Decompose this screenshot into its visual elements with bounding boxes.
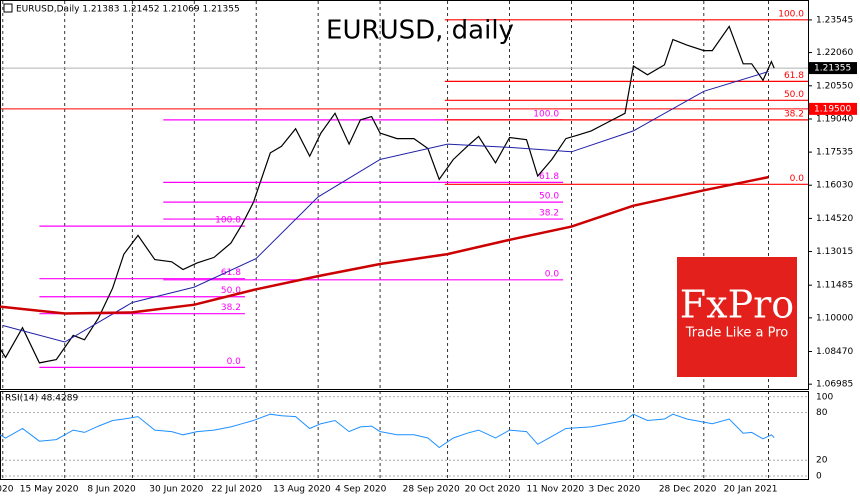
fib-label: 61.8 <box>221 268 241 278</box>
symbol-icon <box>3 3 13 13</box>
fib-label: 100.0 <box>215 216 241 226</box>
series-line <box>0 175 769 315</box>
logo-brand: FxPro <box>680 283 794 327</box>
series-line <box>2 71 769 343</box>
x-tick-label: 3 Dec 2020 <box>588 485 640 495</box>
fib-label: 61.8 <box>784 71 804 81</box>
price-panel <box>0 0 809 390</box>
y-tick-label: 1.13015 <box>816 247 853 257</box>
fib-label: 100.0 <box>778 9 804 19</box>
y-tick-label: 1.06985 <box>816 380 853 390</box>
x-tick-label: 11 Nov 2020 <box>527 485 585 495</box>
fib-label: 0.0 <box>790 174 805 184</box>
x-tick-label: 8 Jun 2020 <box>87 485 136 495</box>
x-tick-label: 20 Jan 2021 <box>724 485 778 495</box>
header: EURUSD,Daily 1.21383 1.21452 1.21069 1.2… <box>16 5 240 15</box>
x-tick-label: 15 May 2020 <box>20 485 79 495</box>
x-tick-label: 28 Dec 2020 <box>659 485 717 495</box>
y-tick-label: 1.11485 <box>816 281 853 291</box>
x-tick-label: 30 Jun 2020 <box>149 485 203 495</box>
rsi-tick-label: 20 <box>816 456 828 466</box>
chart-title: EURUSD, daily <box>326 16 514 46</box>
rsi-tick-label: 0 <box>816 472 822 482</box>
y-tick-label: 1.23545 <box>816 15 853 25</box>
fib-label: 61.8 <box>539 172 559 182</box>
x-tick-label: 22 Jul 2020 <box>211 485 262 495</box>
x-tick-label: 23 Apr 2020 <box>0 485 14 495</box>
fib-label: 0.0 <box>545 269 560 279</box>
y-tick-label: 1.16030 <box>816 181 853 191</box>
fib-label: 38.2 <box>221 303 241 313</box>
fib-label: 38.2 <box>539 209 559 219</box>
y-tick-label: 1.08470 <box>816 347 853 357</box>
fib-label: 0.0 <box>227 357 242 367</box>
rsi-tick-label: 80 <box>816 408 828 418</box>
fib-label: 50.0 <box>784 90 804 100</box>
logo-tagline: Trade Like a Pro <box>685 326 789 341</box>
price-box-label: 1.19500 <box>814 104 851 114</box>
x-tick-label: 13 Aug 2020 <box>273 485 331 495</box>
price-box-label: 1.21355 <box>814 64 851 74</box>
y-tick-label: 1.20550 <box>816 81 853 91</box>
rsi-tick-label: 100 <box>816 392 833 402</box>
fib-label: 100.0 <box>533 109 559 119</box>
series-line <box>0 25 775 364</box>
fib-label: 50.0 <box>539 192 559 202</box>
y-tick-label: 1.10000 <box>816 313 853 323</box>
rsi-line <box>0 413 775 449</box>
y-tick-label: 1.14520 <box>816 214 853 224</box>
fib-label: 38.2 <box>784 109 804 119</box>
fib-label: 50.0 <box>221 286 241 296</box>
price-box <box>809 102 857 115</box>
price-box <box>809 62 857 75</box>
x-tick-label: 4 Sep 2020 <box>335 485 387 495</box>
logo-box <box>677 257 797 377</box>
y-tick-label: 1.22060 <box>816 48 853 58</box>
rsi-label: RSI(14) 48.4289 <box>5 394 78 404</box>
x-tick-label: 20 Oct 2020 <box>465 485 521 495</box>
y-tick-label: 1.17535 <box>816 148 853 158</box>
y-tick-label: 1.19040 <box>816 115 853 125</box>
x-tick-label: 28 Sep 2020 <box>403 485 460 495</box>
